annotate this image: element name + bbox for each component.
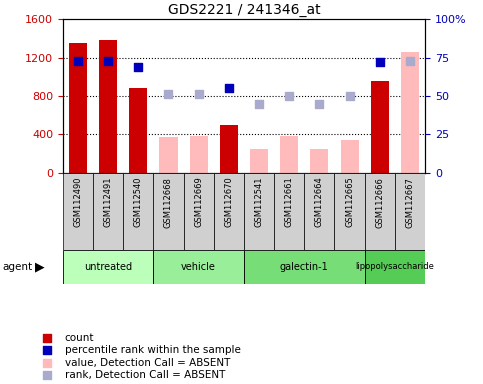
Bar — [220, 125, 238, 173]
Text: vehicle: vehicle — [181, 262, 216, 272]
Text: count: count — [65, 333, 94, 343]
Point — [43, 372, 51, 378]
Bar — [371, 81, 389, 173]
Text: GSM112491: GSM112491 — [103, 177, 113, 227]
Bar — [129, 88, 147, 173]
Text: GSM112540: GSM112540 — [134, 177, 143, 227]
Bar — [365, 250, 425, 284]
Point — [285, 93, 293, 99]
Bar — [123, 173, 154, 250]
Text: value, Detection Call = ABSENT: value, Detection Call = ABSENT — [65, 358, 230, 368]
Bar — [93, 173, 123, 250]
Bar — [69, 43, 87, 173]
Bar — [154, 250, 244, 284]
Bar — [280, 136, 298, 173]
Text: ▶: ▶ — [35, 260, 44, 273]
Text: GSM112541: GSM112541 — [255, 177, 264, 227]
Bar — [244, 173, 274, 250]
Point — [225, 85, 233, 91]
Bar — [250, 149, 268, 173]
Bar — [159, 137, 178, 173]
Point — [406, 58, 414, 64]
Bar — [401, 52, 419, 173]
Text: GSM112667: GSM112667 — [405, 177, 414, 227]
Bar — [311, 149, 328, 173]
Text: GSM112668: GSM112668 — [164, 177, 173, 227]
Bar — [341, 140, 358, 173]
Point — [74, 58, 82, 64]
Bar — [189, 136, 208, 173]
Bar — [184, 173, 213, 250]
Bar — [244, 250, 365, 284]
Bar — [395, 173, 425, 250]
Text: GSM112664: GSM112664 — [315, 177, 324, 227]
Point — [104, 58, 112, 64]
Point — [43, 359, 51, 366]
Text: percentile rank within the sample: percentile rank within the sample — [65, 345, 241, 355]
Text: rank, Detection Call = ABSENT: rank, Detection Call = ABSENT — [65, 370, 225, 380]
Text: GSM112670: GSM112670 — [224, 177, 233, 227]
Point — [315, 101, 323, 107]
Point — [134, 64, 142, 70]
Text: GSM112490: GSM112490 — [73, 177, 83, 227]
Title: GDS2221 / 241346_at: GDS2221 / 241346_at — [168, 3, 320, 17]
Text: agent: agent — [2, 262, 32, 272]
Bar — [274, 173, 304, 250]
Point — [255, 101, 263, 107]
Bar — [213, 173, 244, 250]
Point — [165, 91, 172, 98]
Text: untreated: untreated — [84, 262, 132, 272]
Text: GSM112661: GSM112661 — [284, 177, 294, 227]
Point — [43, 347, 51, 353]
Bar — [365, 173, 395, 250]
Text: GSM112666: GSM112666 — [375, 177, 384, 227]
Bar — [304, 173, 334, 250]
Text: lipopolysaccharide: lipopolysaccharide — [355, 262, 434, 271]
Bar — [334, 173, 365, 250]
Bar — [99, 40, 117, 173]
Bar — [63, 250, 154, 284]
Point — [43, 334, 51, 341]
Bar — [154, 173, 184, 250]
Text: GSM112669: GSM112669 — [194, 177, 203, 227]
Text: GSM112665: GSM112665 — [345, 177, 354, 227]
Bar — [63, 173, 93, 250]
Point — [376, 59, 384, 65]
Text: galectin-1: galectin-1 — [280, 262, 328, 272]
Point — [346, 93, 354, 99]
Point — [195, 91, 202, 98]
